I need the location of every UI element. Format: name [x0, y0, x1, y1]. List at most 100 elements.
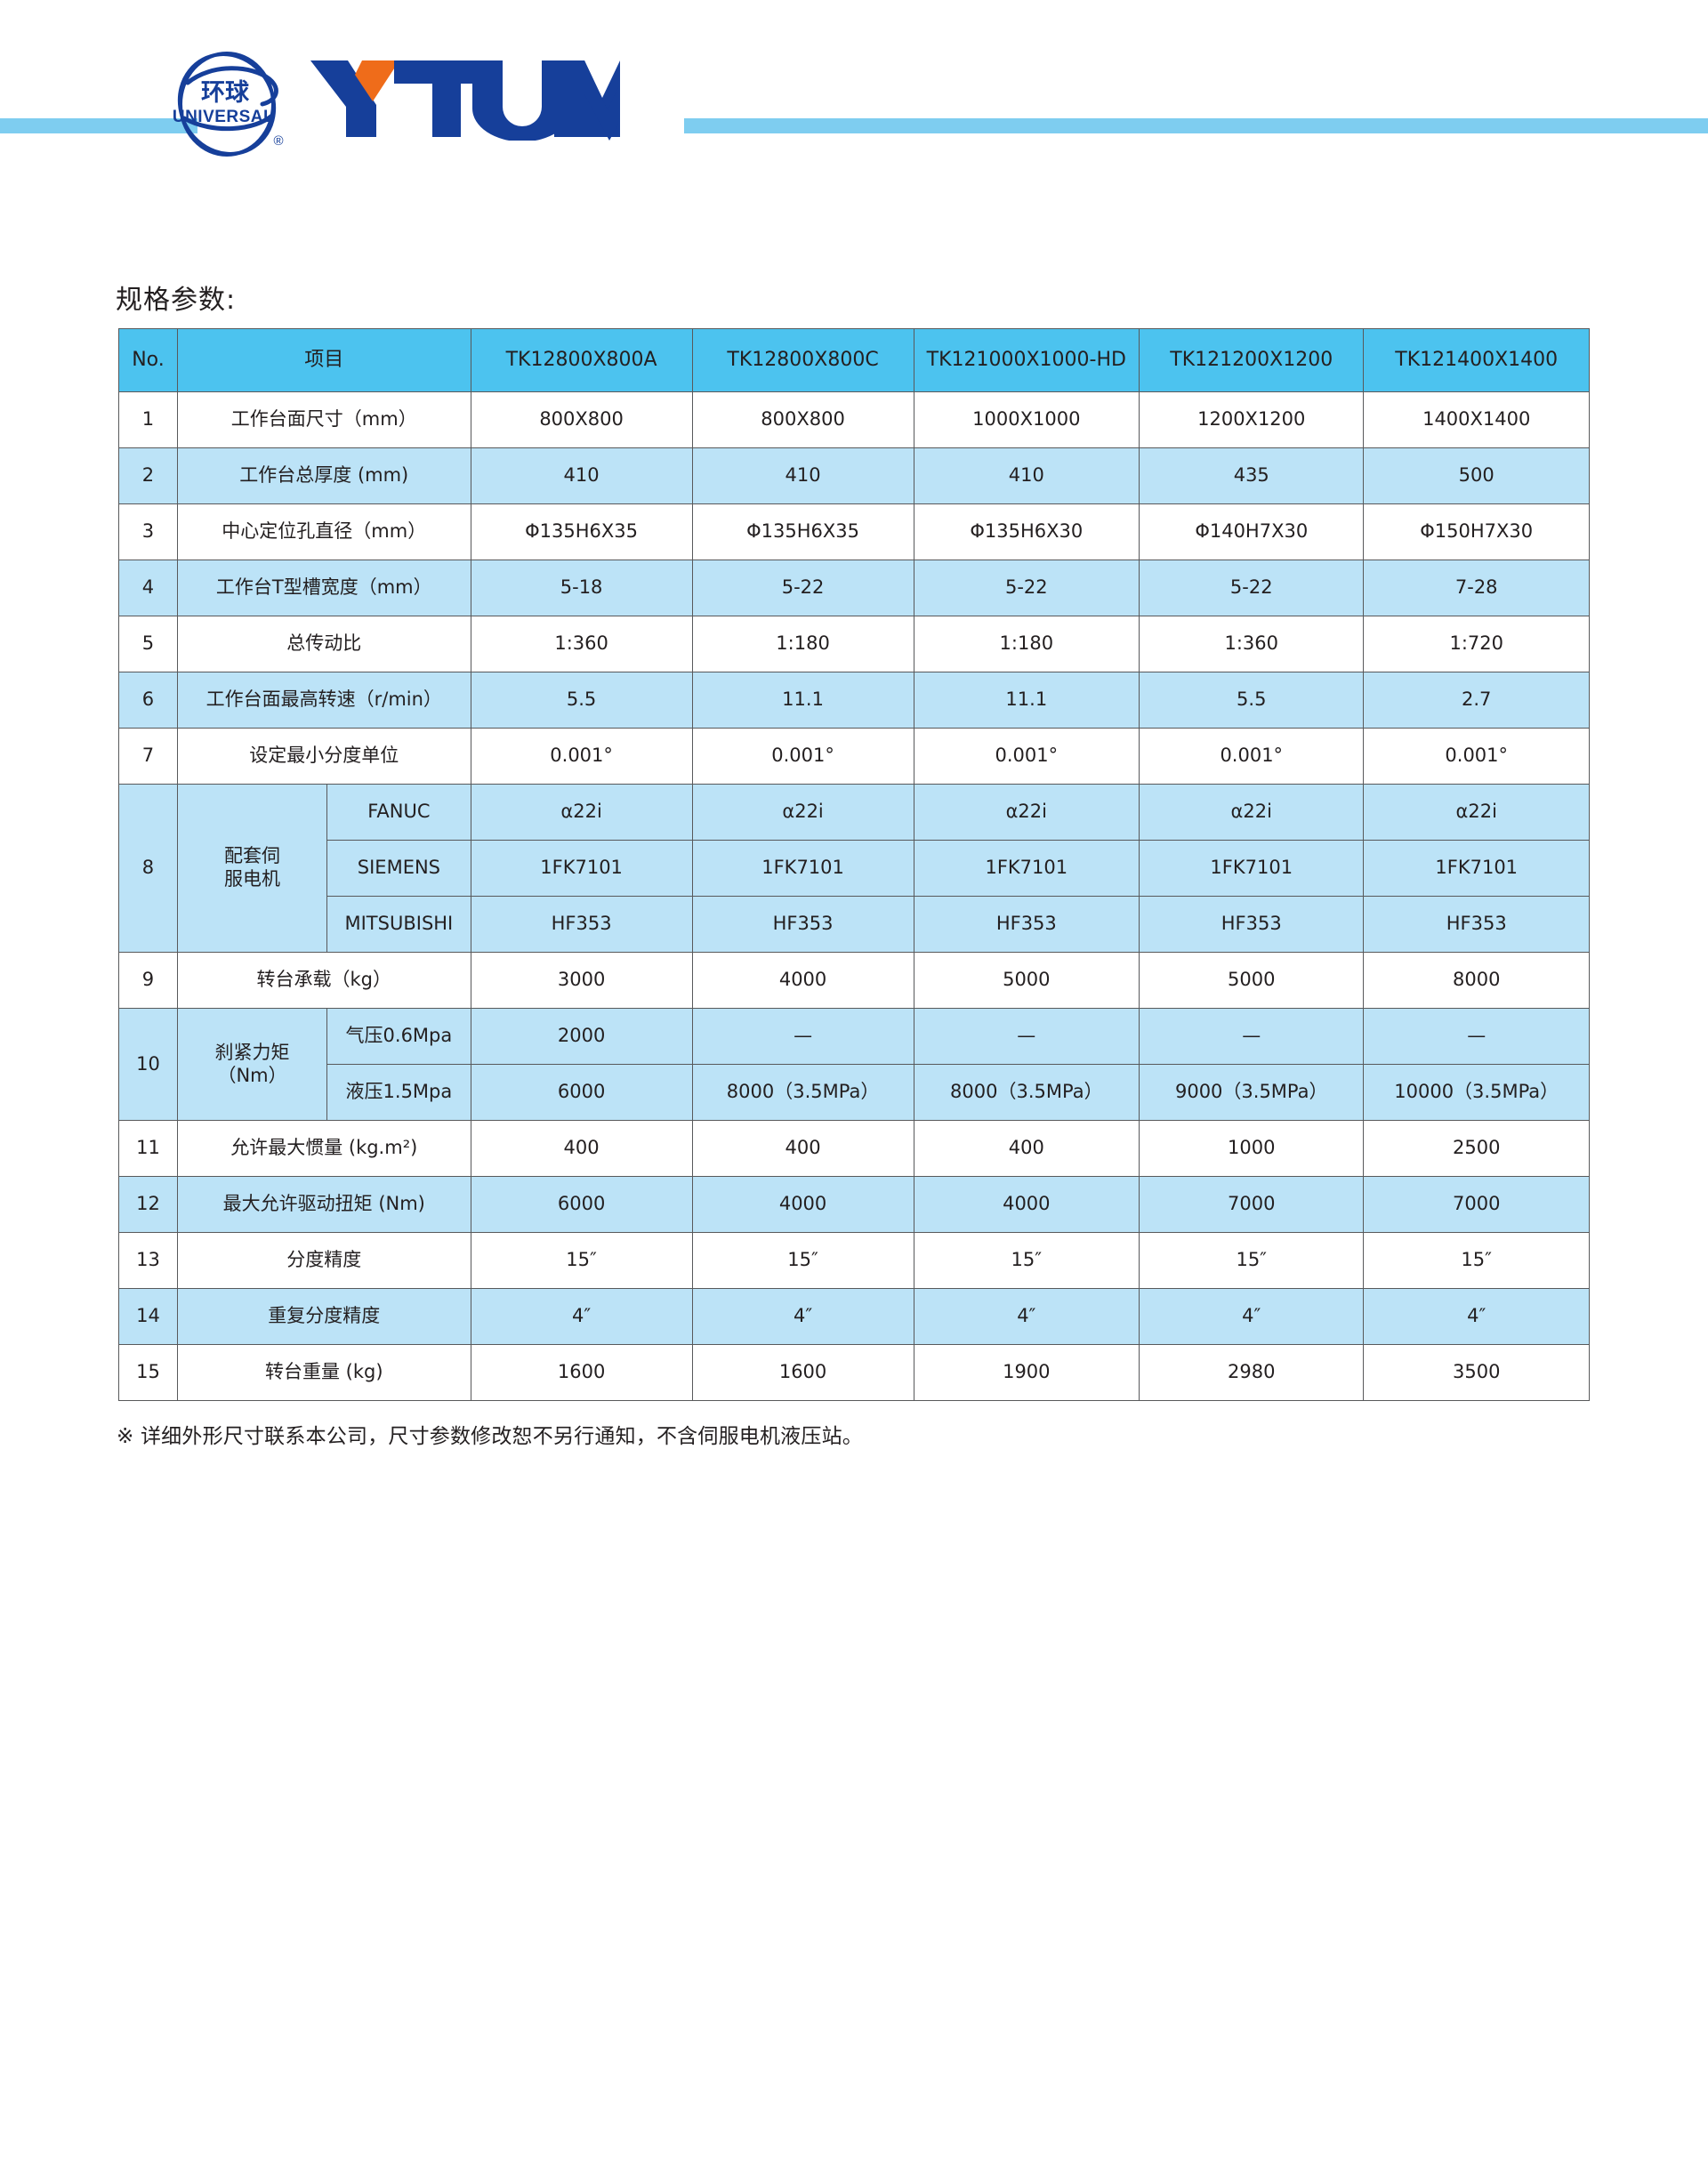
cell: 400 [470, 1120, 693, 1177]
cell: 4″ [1139, 1288, 1365, 1345]
cell: 0.001° [470, 728, 693, 785]
row-no: 12 [118, 1176, 178, 1233]
row-item: 中心定位孔直径（mm） [176, 503, 471, 560]
header-model-2: TK12800X800C [691, 328, 914, 392]
cell: 1200X1200 [1139, 391, 1365, 448]
cell: 1:360 [1139, 616, 1365, 672]
cell: 1FK7101 [691, 840, 914, 897]
row-item: 重复分度精度 [176, 1288, 471, 1345]
row-item: 总传动比 [176, 616, 471, 672]
cell: Φ135H6X30 [913, 503, 1140, 560]
table-row: 3 中心定位孔直径（mm） Φ135H6X35 Φ135H6X35 Φ135H6… [118, 503, 1590, 560]
cell: 2500 [1363, 1120, 1590, 1177]
cell: 2980 [1139, 1344, 1365, 1401]
row-item: 工作台面最高转速（r/min） [176, 672, 471, 729]
table-row: 2 工作台总厚度 (mm) 410 410 410 435 500 [118, 447, 1590, 504]
cell: 0.001° [691, 728, 914, 785]
row-no: 9 [118, 952, 178, 1009]
table-row: 9 转台承载（kg） 3000 4000 5000 5000 8000 [118, 952, 1590, 1009]
cell: Φ135H6X35 [691, 503, 914, 560]
table-row-brake-pneumatic: 10 刹紧力矩 （Nm） 气压0.6Mpa 2000 — — — — [118, 1008, 1590, 1121]
row-item: 设定最小分度单位 [176, 728, 471, 785]
table-row: 5 总传动比 1:360 1:180 1:180 1:360 1:720 [118, 616, 1590, 672]
table-row: 14 重复分度精度 4″ 4″ 4″ 4″ 4″ [118, 1288, 1590, 1345]
page-title: 规格参数: [116, 285, 237, 316]
cell: — [1363, 1008, 1590, 1065]
header-model-3: TK121000X1000-HD [913, 328, 1140, 392]
row-no: 5 [118, 616, 178, 672]
ytum-wordmark [309, 55, 661, 153]
page-header: 环球 UNIVERSAL ® [0, 0, 1708, 187]
cell: 2.7 [1363, 672, 1590, 729]
cell: 0.001° [1363, 728, 1590, 785]
table-row-servo-mitsubishi: MITSUBISHI HF353 HF353 HF353 HF353 HF353 [119, 896, 1590, 953]
table-row: 11 允许最大惯量 (kg.m²) 400 400 400 1000 2500 [118, 1120, 1590, 1177]
row-item-line2: （Nm） [217, 1064, 287, 1086]
cell: 6000 [470, 1064, 693, 1121]
table-row-servo-siemens: SIEMENS 1FK7101 1FK7101 1FK7101 1FK7101 … [119, 840, 1590, 897]
row-item: 转台重量 (kg) [176, 1344, 471, 1401]
cell: 8000（3.5MPa） [913, 1064, 1140, 1121]
row-item: 分度精度 [176, 1232, 471, 1289]
header-rule-left [0, 118, 197, 133]
row-no: 4 [118, 560, 178, 616]
cell: 4″ [913, 1288, 1140, 1345]
svg-text:®: ® [273, 133, 283, 149]
svg-text:环球: 环球 [201, 79, 250, 107]
cell: 0.001° [1139, 728, 1365, 785]
cell: 800X800 [691, 391, 914, 448]
row-item: 工作台T型槽宽度（mm） [176, 560, 471, 616]
cell: 7-28 [1363, 560, 1590, 616]
cell: 4″ [691, 1288, 914, 1345]
cell: 4000 [691, 1176, 914, 1233]
cell: 15″ [1139, 1232, 1365, 1289]
cell: 1000 [1139, 1120, 1365, 1177]
cell: α22i [1139, 784, 1365, 841]
row-item: 最大允许驱动扭矩 (Nm) [176, 1176, 471, 1233]
cell: 8000（3.5MPa） [691, 1064, 914, 1121]
table-header-row: No. 项目 TK12800X800A TK12800X800C TK12100… [118, 328, 1590, 392]
cell: 410 [913, 447, 1140, 504]
cell: HF353 [1139, 896, 1365, 953]
header-model-4: TK121200X1200 [1139, 328, 1365, 392]
cell: 5.5 [1139, 672, 1365, 729]
sub-label: 液压1.5Mpa [326, 1064, 471, 1121]
sub-label: FANUC [326, 784, 471, 841]
table-row-servo-fanuc: 8 配套伺 服电机 FANUC α22i α22i α22i α22i α22i [118, 784, 1590, 953]
row-item: 工作台总厚度 (mm) [176, 447, 471, 504]
row-no: 8 [118, 784, 178, 953]
row-item-line1: 配套伺 [224, 845, 281, 867]
header-model-5: TK121400X1400 [1363, 328, 1590, 392]
row-no: 2 [118, 447, 178, 504]
cell: 1900 [913, 1344, 1140, 1401]
row-no: 3 [118, 503, 178, 560]
cell: 1:360 [470, 616, 693, 672]
row-item: 工作台面尺寸（mm） [176, 391, 471, 448]
table-row: 13 分度精度 15″ 15″ 15″ 15″ 15″ [118, 1232, 1590, 1289]
header-item: 项目 [176, 328, 471, 392]
cell: 7000 [1139, 1176, 1365, 1233]
row-item: 转台承载（kg） [176, 952, 471, 1009]
cell: 1600 [470, 1344, 693, 1401]
cell: 1000X1000 [913, 391, 1140, 448]
cell: 7000 [1363, 1176, 1590, 1233]
cell: 5-18 [470, 560, 693, 616]
cell: Φ150H7X30 [1363, 503, 1590, 560]
cell: 4000 [913, 1176, 1140, 1233]
table-row: 15 转台重量 (kg) 1600 1600 1900 2980 3500 [118, 1344, 1590, 1401]
cell: 11.1 [913, 672, 1140, 729]
cell: — [913, 1008, 1140, 1065]
cell: 4″ [470, 1288, 693, 1345]
cell: α22i [691, 784, 914, 841]
sub-label: 气压0.6Mpa [326, 1008, 471, 1065]
header-rule-right [684, 118, 1708, 133]
row-item-line1: 刹紧力矩 [214, 1041, 290, 1063]
cell: 1FK7101 [1139, 840, 1365, 897]
cell: 1600 [691, 1344, 914, 1401]
cell: Φ140H7X30 [1139, 503, 1365, 560]
cell: 4000 [691, 952, 914, 1009]
cell: 1:720 [1363, 616, 1590, 672]
row-no: 15 [118, 1344, 178, 1401]
table-row: 12 最大允许驱动扭矩 (Nm) 6000 4000 4000 7000 700… [118, 1176, 1590, 1233]
cell: 5-22 [913, 560, 1140, 616]
